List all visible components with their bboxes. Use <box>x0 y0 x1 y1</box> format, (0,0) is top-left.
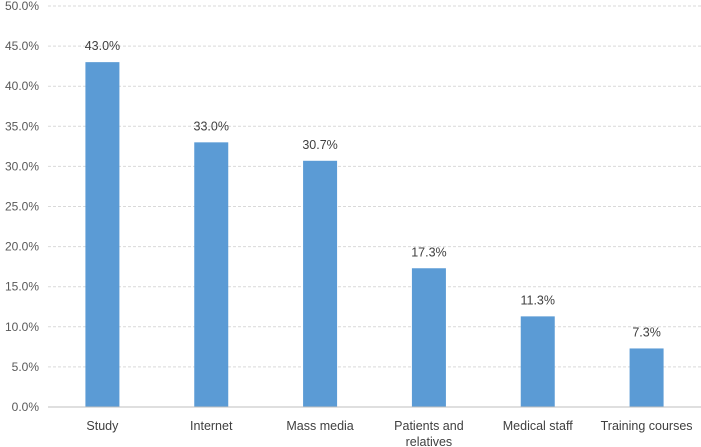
bar <box>194 142 229 407</box>
bar <box>85 62 120 407</box>
y-tick-label: 20.0% <box>5 240 39 254</box>
y-tick-label: 50.0% <box>5 0 39 13</box>
x-category-label: Study <box>86 419 119 433</box>
x-category-label: Medical staff <box>503 419 573 433</box>
y-axis-tick-labels: 0.0% 5.0% 10.0% 15.0% 20.0% 25.0% 30.0% 35.0% 40… <box>5 0 39 414</box>
y-tick-label: 45.0% <box>5 39 39 53</box>
bar <box>520 316 555 407</box>
data-label: 33.0% <box>194 119 229 133</box>
x-category-label-line: Mass media <box>286 419 353 433</box>
data-label: 11.3% <box>520 293 555 307</box>
x-category-label-line: Internet <box>190 419 233 433</box>
bar <box>629 348 664 407</box>
bar <box>303 160 338 407</box>
x-category-label-line: Medical staff <box>503 419 573 433</box>
y-tick-label: 15.0% <box>5 280 39 294</box>
x-category-label: Training courses <box>601 419 693 433</box>
data-label: 43.0% <box>85 39 120 53</box>
data-label: 7.3% <box>632 325 661 339</box>
x-category-label-line: Patients and <box>394 419 464 433</box>
y-tick-label: 35.0% <box>5 119 39 133</box>
x-category-label-line: Study <box>86 419 119 433</box>
data-label: 17.3% <box>411 245 446 259</box>
x-category-label-line: Training courses <box>601 419 693 433</box>
y-tick-label: 25.0% <box>5 200 39 214</box>
gridlines <box>48 5 701 368</box>
bars <box>85 62 664 407</box>
y-tick-label: 5.0% <box>12 360 40 374</box>
x-category-label: Mass media <box>286 419 353 433</box>
x-category-label: Internet <box>190 419 233 433</box>
y-tick-label: 10.0% <box>5 320 39 334</box>
y-tick-label: 40.0% <box>5 79 39 93</box>
data-label: 30.7% <box>302 138 337 152</box>
x-category-label: Patients and relatives <box>394 419 464 447</box>
y-tick-label: 0.0% <box>12 400 40 414</box>
bar <box>411 268 446 407</box>
x-axis-category-labels: Study Internet Mass media Patients and relat… <box>86 419 692 447</box>
data-labels: 43.0% 33.0% 30.7% 17.3% 11.3% 7.3% <box>85 39 661 339</box>
y-tick-label: 30.0% <box>5 159 39 173</box>
x-category-label-line: relatives <box>406 435 453 447</box>
